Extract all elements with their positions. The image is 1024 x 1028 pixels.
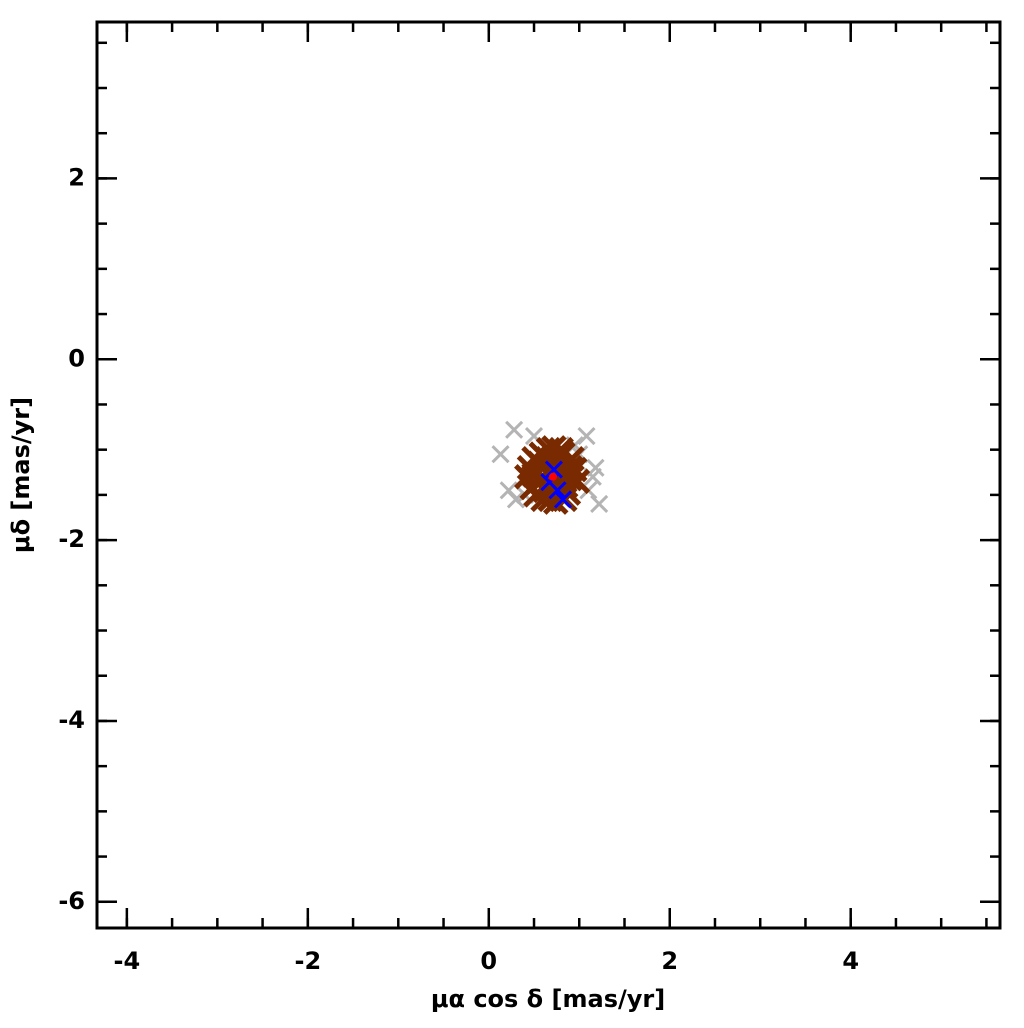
x-tick-label: -2 (294, 947, 321, 975)
point (530, 486, 556, 513)
point (590, 494, 609, 513)
point (557, 454, 583, 481)
x-axis-label: μα cos δ [mas/yr] (431, 985, 665, 1013)
point (544, 460, 563, 479)
point (548, 436, 574, 463)
plot-frame (95, 20, 1002, 930)
point (553, 490, 573, 509)
point (549, 472, 558, 481)
point (491, 445, 510, 464)
x-tick-label: 2 (661, 947, 678, 975)
x-tick-label: 4 (842, 947, 859, 975)
point (506, 490, 525, 509)
y-tick-label: -2 (58, 525, 85, 553)
point (577, 427, 596, 446)
y-tick-label: -4 (58, 706, 85, 734)
point (548, 481, 567, 500)
point (521, 445, 547, 472)
y-tick-label: 0 (68, 344, 85, 372)
y-tick-label: 2 (68, 163, 85, 191)
point (564, 468, 591, 495)
point (505, 420, 524, 439)
x-tick-label: -4 (114, 947, 141, 975)
x-tick-label: 0 (480, 947, 497, 975)
y-tick-label: -6 (58, 887, 85, 915)
y-axis-label: μδ [mas/yr] (7, 397, 35, 553)
